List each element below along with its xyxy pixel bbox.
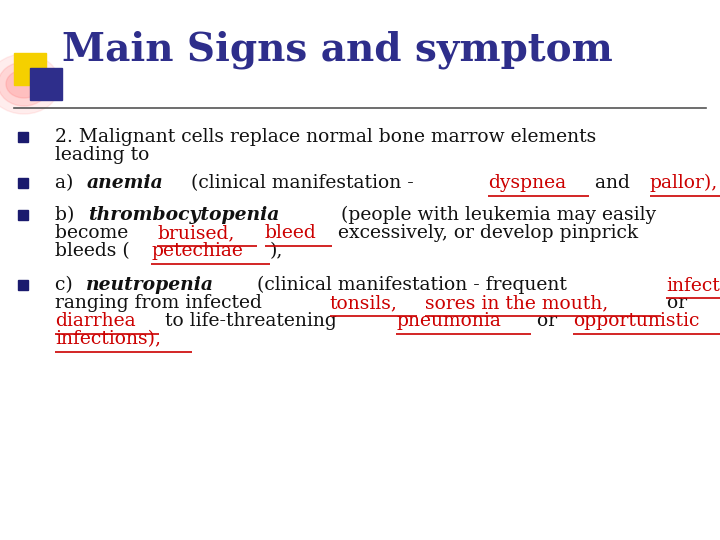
Text: sores in the mouth,: sores in the mouth, <box>425 294 608 312</box>
Bar <box>18 280 28 290</box>
Text: leading to: leading to <box>55 146 149 164</box>
Text: and: and <box>589 174 636 192</box>
Bar <box>18 178 28 188</box>
Text: b): b) <box>55 206 81 224</box>
Text: opportunistic: opportunistic <box>573 312 699 330</box>
Text: ranging from infected: ranging from infected <box>55 294 268 312</box>
Text: thrombocytopenia: thrombocytopenia <box>88 206 279 224</box>
Text: or: or <box>662 294 688 312</box>
Bar <box>30 68 62 100</box>
Ellipse shape <box>0 62 50 106</box>
Ellipse shape <box>6 70 42 98</box>
Text: tonsils,: tonsils, <box>330 294 397 312</box>
Text: (clinical manifestation - frequent: (clinical manifestation - frequent <box>251 276 572 294</box>
Text: anemia: anemia <box>86 174 163 192</box>
Text: or: or <box>531 312 564 330</box>
Text: infections),: infections), <box>55 330 161 348</box>
Text: bleed: bleed <box>265 224 317 242</box>
Text: c): c) <box>55 276 78 294</box>
Text: (people with leukemia may easily: (people with leukemia may easily <box>335 206 656 224</box>
Text: ),: ), <box>270 242 284 260</box>
Text: pneumonia: pneumonia <box>396 312 501 330</box>
Text: 2. Malignant cells replace normal bone marrow elements: 2. Malignant cells replace normal bone m… <box>55 128 596 146</box>
Text: petechiae: petechiae <box>151 242 243 260</box>
Text: excessively, or develop pinprick: excessively, or develop pinprick <box>332 224 638 242</box>
Bar <box>18 132 28 142</box>
Text: to life-threatening: to life-threatening <box>159 312 343 330</box>
Text: dyspnea: dyspnea <box>488 174 567 192</box>
Text: Main Signs and symptom: Main Signs and symptom <box>62 31 613 69</box>
Ellipse shape <box>0 54 60 114</box>
Text: pallor),: pallor), <box>649 174 718 192</box>
Bar <box>14 53 46 85</box>
Text: (clinical manifestation -: (clinical manifestation - <box>186 174 420 192</box>
Text: bleeds (: bleeds ( <box>55 242 130 260</box>
Text: become: become <box>55 224 134 242</box>
Bar <box>18 210 28 220</box>
Text: a): a) <box>55 174 79 192</box>
Text: diarrhea: diarrhea <box>55 312 135 330</box>
Text: infection,: infection, <box>666 276 720 294</box>
Text: bruised,: bruised, <box>157 224 235 242</box>
Text: neutropenia: neutropenia <box>86 276 214 294</box>
